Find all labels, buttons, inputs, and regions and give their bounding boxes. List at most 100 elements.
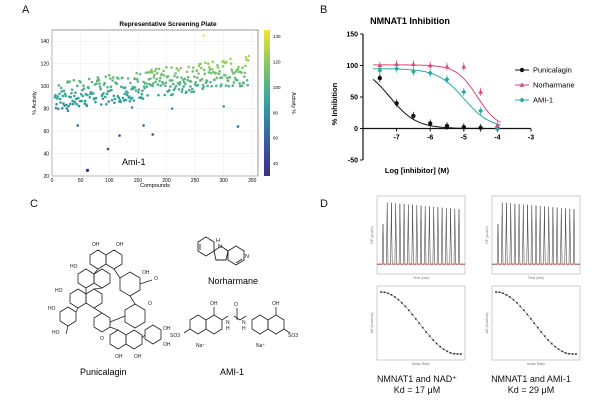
data-point — [61, 94, 65, 98]
data-point — [220, 83, 223, 86]
data-point — [115, 82, 118, 86]
data-point — [150, 68, 153, 72]
data-point — [142, 124, 145, 127]
data-point — [134, 89, 138, 92]
data-point — [156, 83, 160, 86]
data-point — [182, 85, 185, 88]
data-point — [194, 80, 197, 84]
ytick-label: 150 — [346, 32, 358, 39]
data-point — [225, 76, 229, 80]
svg-text:HO: HO — [70, 264, 78, 270]
data-point — [95, 82, 98, 85]
data-point — [81, 94, 85, 98]
data-point — [123, 92, 126, 96]
data-point — [220, 76, 224, 79]
data-point — [65, 103, 68, 107]
svg-text:SO3: SO3 — [170, 333, 180, 339]
data-point — [66, 109, 70, 113]
data-point — [201, 83, 205, 87]
data-point — [56, 95, 60, 98]
data-point — [101, 97, 105, 101]
data-point — [204, 61, 207, 65]
data-point — [205, 80, 209, 83]
data-point — [181, 87, 184, 91]
data-point — [182, 80, 186, 84]
data-point — [242, 81, 245, 85]
data-point — [170, 79, 174, 82]
data-point — [110, 98, 114, 102]
data-point — [218, 69, 221, 73]
data-point — [72, 78, 76, 82]
data-point — [70, 91, 73, 95]
xtick-label: 350 — [248, 178, 257, 184]
data-point — [246, 59, 250, 62]
data-point — [377, 68, 383, 74]
data-point — [444, 76, 450, 82]
data-point — [110, 88, 113, 92]
data-point — [55, 102, 58, 106]
data-point — [185, 70, 189, 74]
data-point — [213, 78, 216, 82]
chart-a-plot-area — [51, 29, 259, 177]
colorbar — [264, 30, 270, 176]
data-point — [224, 73, 227, 77]
ytick-label: 80 — [43, 106, 49, 112]
data-point — [155, 77, 159, 81]
svg-text:HO: HO — [55, 288, 63, 294]
data-point — [86, 93, 89, 97]
data-point — [71, 102, 75, 106]
data-point — [444, 64, 450, 69]
data-point — [91, 92, 95, 95]
svg-text:H: H — [216, 238, 220, 244]
data-point — [135, 78, 139, 81]
data-point — [58, 92, 61, 96]
data-point — [216, 66, 220, 69]
data-point — [143, 86, 146, 90]
data-point — [145, 82, 148, 85]
data-point — [137, 90, 140, 94]
data-point — [155, 71, 159, 75]
data-point — [94, 100, 97, 104]
data-point — [54, 93, 57, 97]
data-point — [109, 77, 112, 80]
data-point — [196, 83, 200, 87]
thermogram-ylabel: DP (μcal/s) — [485, 226, 489, 243]
data-point — [90, 80, 94, 84]
data-point — [59, 101, 62, 104]
data-point — [229, 62, 233, 65]
data-point — [200, 66, 203, 70]
isotherm-fit — [380, 291, 461, 355]
data-point — [61, 107, 64, 110]
data-point — [244, 64, 247, 68]
data-point — [195, 69, 199, 73]
data-point — [77, 104, 81, 108]
data-point — [226, 79, 230, 82]
chart-b-legend: Punicalagin Norharmane AMI-1 — [515, 66, 575, 105]
data-point — [377, 75, 382, 81]
xtick-label: 0 — [51, 178, 54, 184]
fit-curve — [373, 64, 502, 123]
svg-text:Na⁺: Na⁺ — [256, 343, 265, 349]
chart-b-curves — [372, 64, 502, 129]
svg-text:SO3: SO3 — [288, 333, 298, 339]
data-point — [461, 125, 466, 130]
itc-caption-nad-line1: NMNAT1 and NAD⁺ — [376, 374, 458, 384]
ytick-label: 140 — [41, 39, 50, 45]
ami1-point — [85, 168, 90, 172]
itc-caption-nad: NMNAT1 and NAD⁺ Kd = 17 μM — [362, 374, 472, 396]
xtick-label: -3 — [528, 135, 534, 142]
data-point — [153, 69, 157, 73]
fit-curve — [373, 68, 501, 126]
data-point — [211, 60, 215, 64]
data-point — [112, 94, 116, 98]
data-point — [58, 97, 62, 101]
data-point — [87, 77, 91, 81]
thermogram-xlabel: Time (min) — [528, 276, 545, 280]
data-point — [137, 88, 141, 91]
data-point — [207, 71, 211, 74]
data-point — [141, 97, 145, 100]
legend-marker — [519, 82, 525, 87]
data-point — [148, 70, 152, 74]
data-point — [117, 96, 121, 100]
ytick-label: 40 — [43, 151, 49, 157]
